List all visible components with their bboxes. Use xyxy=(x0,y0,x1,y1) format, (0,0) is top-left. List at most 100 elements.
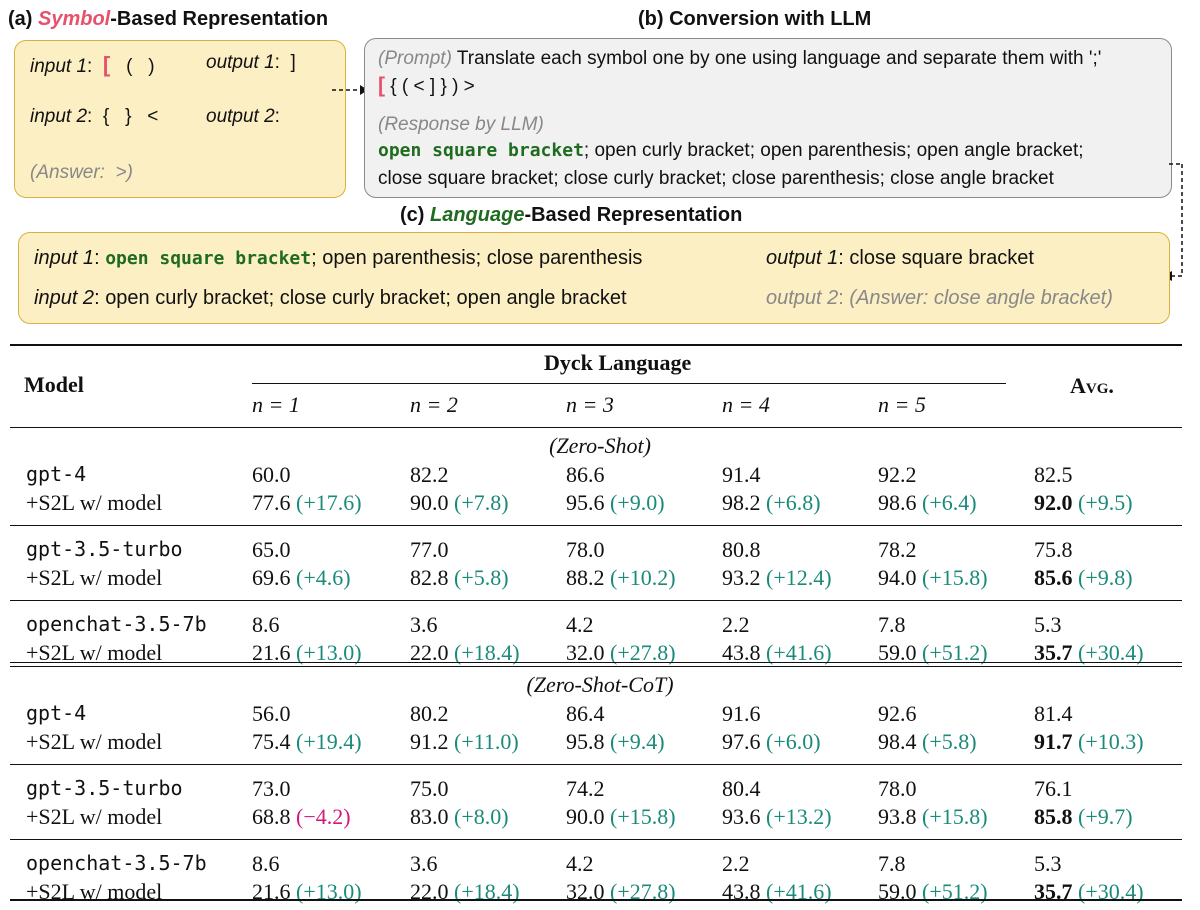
panel-a-input2-label: input 2 xyxy=(30,106,88,127)
s2l-score-value: 43.8 xyxy=(722,640,761,665)
base-score-cell: 8.6 xyxy=(252,612,280,637)
base-score-cell: 80.4 xyxy=(722,776,761,801)
model-name: openchat-3.5-7b xyxy=(26,612,207,636)
s2l-score-cell: 91.2 (+11.0) xyxy=(410,729,519,755)
s2l-score-cell: 94.0 (+15.8) xyxy=(878,565,988,591)
s2l-score-cell: 77.6 (+17.6) xyxy=(252,490,362,516)
score-delta: (+6.0) xyxy=(760,729,821,754)
panel-a-input2-value: { } < xyxy=(102,106,159,127)
base-score-cell: 91.6 xyxy=(722,701,761,726)
s2l-score-cell: 85.6 (+9.8) xyxy=(1034,565,1133,591)
base-score-cell: 2.2 xyxy=(722,851,750,876)
s2l-score-value: 90.0 xyxy=(410,490,449,515)
s2l-score-cell: 93.8 (+15.8) xyxy=(878,804,988,830)
s2l-score-value: 98.2 xyxy=(722,490,761,515)
base-score-cell: 86.4 xyxy=(566,701,605,726)
s2l-score-value: 85.8 xyxy=(1034,804,1073,829)
score-delta: (+13.2) xyxy=(760,804,832,829)
panel-c-output1: output 1: close square bracket xyxy=(766,247,1034,269)
s2l-score-value: 92.0 xyxy=(1034,490,1073,515)
base-score-cell: 7.8 xyxy=(878,612,906,637)
score-delta: (+15.8) xyxy=(604,804,676,829)
base-score-cell: 5.3 xyxy=(1034,851,1062,876)
row-separator xyxy=(10,525,1182,526)
s2l-score-cell: 82.8 (+5.8) xyxy=(410,565,509,591)
s2l-score-cell: 98.4 (+5.8) xyxy=(878,729,977,755)
score-delta: (+10.3) xyxy=(1072,729,1144,754)
model-name: gpt-4 xyxy=(26,462,87,486)
panel-b-title: (b) Conversion with LLM xyxy=(638,8,872,30)
score-delta: (+15.8) xyxy=(916,804,988,829)
section-double-rule-bottom xyxy=(10,666,1182,667)
model-name: gpt-4 xyxy=(26,701,87,725)
col-header-n5: n = 5 xyxy=(878,392,926,417)
panel-a-input2: input 2: { } < xyxy=(30,106,159,127)
s2l-score-cell: 83.0 (+8.0) xyxy=(410,804,509,830)
panel-a-output1-value: ] xyxy=(290,52,296,73)
col-header-avg: Avg. xyxy=(1070,373,1114,398)
base-score-cell: 65.0 xyxy=(252,537,291,562)
panel-c-input1-bold: open square bracket xyxy=(105,248,312,269)
score-delta: (+9.7) xyxy=(1072,804,1133,829)
s2l-score-value: 93.2 xyxy=(722,565,761,590)
s2l-score-cell: 93.2 (+12.4) xyxy=(722,565,832,591)
s2l-score-value: 95.8 xyxy=(566,729,605,754)
s2l-score-cell: 92.0 (+9.5) xyxy=(1034,490,1133,516)
table-bottom-rule xyxy=(10,899,1182,901)
s2l-score-value: 22.0 xyxy=(410,640,449,665)
base-score-cell: 3.6 xyxy=(410,851,438,876)
s2l-score-value: 93.8 xyxy=(878,804,917,829)
s2l-score-value: 90.0 xyxy=(566,804,605,829)
s2l-score-cell: 97.6 (+6.0) xyxy=(722,729,821,755)
base-score-cell: 92.2 xyxy=(878,462,917,487)
s2l-score-cell: 59.0 (+51.2) xyxy=(878,879,988,905)
col-header-n3: n = 3 xyxy=(566,392,614,417)
col-header-model: Model xyxy=(24,372,84,397)
score-delta: (+13.0) xyxy=(290,640,362,665)
panel-a-title-rest: -Based Representation xyxy=(110,8,329,30)
panel-b-response-line1: open square bracket; open curly bracket;… xyxy=(378,140,1084,162)
s2l-score-cell: 32.0 (+27.8) xyxy=(566,640,676,666)
s2l-score-cell: 22.0 (+18.4) xyxy=(410,879,520,905)
s2l-score-value: 83.0 xyxy=(410,804,449,829)
s2l-score-value: 95.6 xyxy=(566,490,605,515)
base-score-cell: 56.0 xyxy=(252,701,291,726)
panel-a-input1-red: [ xyxy=(102,52,111,77)
panel-c-output2-answer: (Answer: close angle bracket) xyxy=(849,287,1113,309)
panel-a-input1-rest: ( ) xyxy=(126,56,155,77)
panel-a-title: (a) Symbol-Based Representation xyxy=(8,8,328,31)
base-score-cell: 73.0 xyxy=(252,776,291,801)
s2l-score-value: 93.6 xyxy=(722,804,761,829)
base-score-cell: 8.6 xyxy=(252,851,280,876)
col-header-n1: n = 1 xyxy=(252,392,300,417)
s2l-score-value: 85.6 xyxy=(1034,565,1073,590)
base-score-cell: 5.3 xyxy=(1034,612,1062,637)
panel-a-output1-label: output 1 xyxy=(206,52,275,73)
score-delta: (+8.0) xyxy=(448,804,509,829)
panel-a-output1: output 1: ] xyxy=(206,52,296,73)
score-delta: (+51.2) xyxy=(916,640,988,665)
score-delta: (+4.6) xyxy=(290,565,351,590)
s2l-score-cell: 35.7 (+30.4) xyxy=(1034,879,1144,905)
panel-b-prompt-text: Translate each symbol one by one using l… xyxy=(456,48,1102,69)
panel-c-output1-value: close square bracket xyxy=(849,247,1034,269)
method-label: +S2L w/ model xyxy=(26,804,163,829)
base-score-cell: 76.1 xyxy=(1034,776,1073,801)
s2l-score-cell: 75.4 (+19.4) xyxy=(252,729,362,755)
panel-a-input1-label: input 1 xyxy=(30,56,88,77)
llm-conversion-box xyxy=(364,38,1172,198)
method-label: +S2L w/ model xyxy=(26,565,163,590)
base-score-cell: 86.6 xyxy=(566,462,605,487)
score-delta: (+12.4) xyxy=(760,565,832,590)
s2l-score-cell: 98.6 (+6.4) xyxy=(878,490,977,516)
s2l-score-value: 68.8 xyxy=(252,804,291,829)
s2l-score-cell: 32.0 (+27.8) xyxy=(566,879,676,905)
model-name: gpt-3.5-turbo xyxy=(26,776,183,800)
panel-b-response-tag: (Response by LLM) xyxy=(378,114,544,135)
base-score-cell: 60.0 xyxy=(252,462,291,487)
method-label: +S2L w/ model xyxy=(26,729,163,754)
panel-a-answer: (Answer: >) xyxy=(30,162,133,183)
base-score-cell: 4.2 xyxy=(566,612,594,637)
score-delta: (+15.8) xyxy=(916,565,988,590)
score-delta: (+9.5) xyxy=(1072,490,1133,515)
